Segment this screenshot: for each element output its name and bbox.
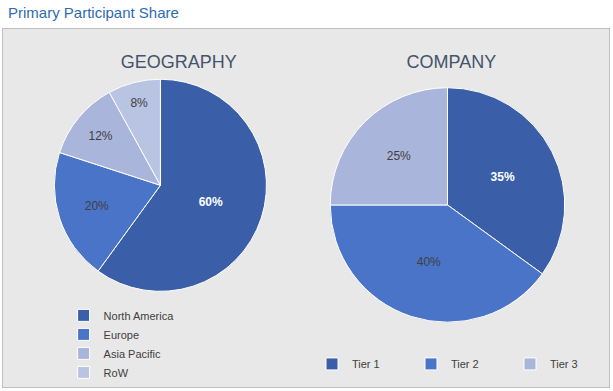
- svg-text:Tier 3: Tier 3: [550, 358, 578, 370]
- svg-text:North America: North America: [104, 310, 175, 322]
- svg-text:Tier 2: Tier 2: [451, 358, 479, 370]
- html-text:Primary Participant Share: Primary Participant Share: [8, 4, 179, 21]
- svg-text:60%: 60%: [199, 195, 223, 209]
- svg-text:8%: 8%: [130, 96, 148, 110]
- svg-text:Tier 1: Tier 1: [352, 358, 380, 370]
- svg-text:35%: 35%: [491, 170, 515, 184]
- svg-text:RoW: RoW: [104, 367, 129, 379]
- svg-text:20%: 20%: [85, 199, 109, 213]
- svg-text:12%: 12%: [89, 129, 113, 143]
- svg-text:COMPANY: COMPANY: [407, 52, 497, 72]
- svg-text:Europe: Europe: [104, 329, 139, 341]
- svg-text:GEOGRAPHY: GEOGRAPHY: [121, 52, 237, 72]
- svg-text:25%: 25%: [387, 149, 411, 163]
- svg-text:Asia Pacific: Asia Pacific: [104, 348, 161, 360]
- svg-text:40%: 40%: [417, 255, 441, 269]
